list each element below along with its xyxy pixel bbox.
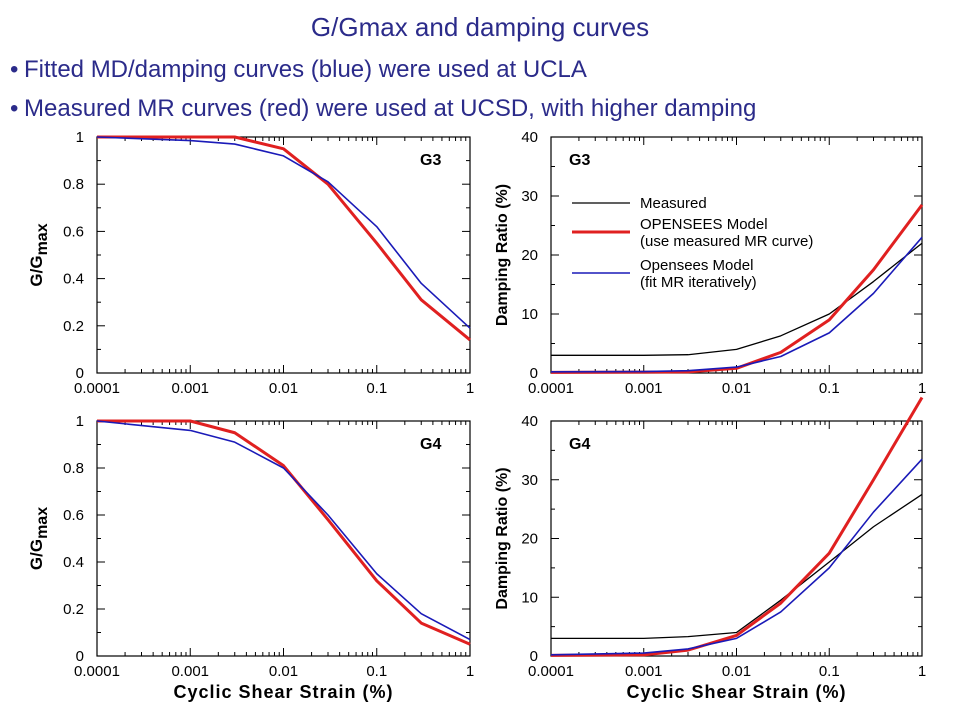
x-axis-label: Cyclic Shear Strain (%) xyxy=(626,682,846,702)
panel-label: G4 xyxy=(569,436,590,453)
x-tick-label: 0.1 xyxy=(819,380,840,397)
x-tick-label: 1 xyxy=(918,663,926,680)
x-tick-label: 0.1 xyxy=(366,663,387,680)
y-tick-label: 0 xyxy=(530,648,538,665)
series-line-blue xyxy=(96,136,471,329)
y-tick-label: 0.2 xyxy=(63,601,84,618)
series-line-black xyxy=(551,242,923,356)
y-tick-label: 30 xyxy=(521,472,538,489)
legend-label: (use measured MR curve) xyxy=(640,233,813,250)
y-axis-label: Damping Ratio (%) xyxy=(494,184,511,326)
series-line-blue xyxy=(550,458,923,656)
x-tick-label: 0.001 xyxy=(625,663,663,680)
bullet-text: Measured MR curves (red) were used at UC… xyxy=(24,95,757,122)
x-tick-label: 1 xyxy=(466,663,474,680)
y-tick-label: 0.6 xyxy=(63,507,84,524)
bullet-item: • Fitted MD/damping curves (blue) were us… xyxy=(10,56,587,84)
y-tick-label: 0.8 xyxy=(63,176,84,193)
y-axis-label: G/Gmax xyxy=(27,223,51,286)
plot-frame xyxy=(96,136,471,374)
y-tick-label: 0 xyxy=(530,365,538,382)
y-tick-label: 10 xyxy=(521,589,538,606)
plot-frame xyxy=(550,420,923,657)
y-tick-label: 1 xyxy=(76,413,84,430)
x-tick-label: 0.01 xyxy=(269,380,298,397)
panel-label: G3 xyxy=(569,152,590,169)
bullet-text: Fitted MD/damping curves (blue) were use… xyxy=(24,56,587,83)
y-tick-label: 40 xyxy=(521,413,538,430)
x-tick-label: 0.0001 xyxy=(528,380,574,397)
y-tick-label: 0 xyxy=(76,648,84,665)
plot-frame xyxy=(96,420,471,657)
y-tick-label: 20 xyxy=(521,531,538,548)
legend-label: (fit MR iteratively) xyxy=(640,274,757,291)
y-tick-label: 1 xyxy=(76,129,84,146)
y-tick-label: 0.8 xyxy=(63,460,84,477)
legend-label: Measured xyxy=(640,195,707,212)
x-tick-label: 0.001 xyxy=(171,663,209,680)
x-axis-label: Cyclic Shear Strain (%) xyxy=(173,682,393,702)
x-tick-label: 0.0001 xyxy=(74,663,120,680)
x-tick-label: 0.1 xyxy=(366,380,387,397)
y-tick-label: 0.6 xyxy=(63,223,84,240)
x-tick-label: 0.01 xyxy=(269,663,298,680)
y-tick-label: 0 xyxy=(76,365,84,382)
plot-frame xyxy=(550,136,923,374)
y-tick-label: 0.4 xyxy=(63,554,84,571)
x-tick-label: 0.0001 xyxy=(74,380,120,397)
y-tick-label: 40 xyxy=(521,129,538,146)
y-axis-label: G/Gmax xyxy=(27,507,51,570)
x-tick-label: 0.01 xyxy=(722,380,751,397)
slide-title: G/Gmax and damping curves xyxy=(310,12,650,42)
legend-label: Opensees Model xyxy=(640,257,753,274)
legend-label: OPENSEES Model xyxy=(640,216,768,233)
bullet-dot: • xyxy=(10,56,19,83)
series-line-black xyxy=(551,493,923,640)
y-tick-label: 0.4 xyxy=(63,271,84,288)
y-axis-label: Damping Ratio (%) xyxy=(494,467,511,609)
x-tick-label: 1 xyxy=(918,380,926,397)
x-tick-label: 0.1 xyxy=(819,663,840,680)
series-line-red xyxy=(97,419,471,646)
series-line-red xyxy=(550,396,924,657)
x-tick-label: 0.001 xyxy=(171,380,209,397)
y-tick-label: 20 xyxy=(521,247,538,264)
bullet-dot: • xyxy=(10,95,19,122)
panel-label: G3 xyxy=(420,152,441,169)
x-tick-label: 0.001 xyxy=(625,380,663,397)
legend: Measured OPENSEES Model(use measured MR c… xyxy=(572,195,813,291)
y-tick-label: 30 xyxy=(521,188,538,205)
x-tick-label: 0.01 xyxy=(722,663,751,680)
bullet-item: • Measured MR curves (red) were used at U… xyxy=(10,95,756,123)
panel-label: G4 xyxy=(420,436,441,453)
chart-panel: 0.0001 0.001 0.01 0.1 1 0 0.2 0.4 0.6 0.8 1 G/Gmax G… xyxy=(27,129,474,397)
chart-panel: 0.0001 0.001 0.01 0.1 1 0 0.2 0.4 0.6 0.8 1 G/Gmax C… xyxy=(27,413,474,702)
y-tick-label: 10 xyxy=(521,306,538,323)
series-line-blue xyxy=(96,420,471,641)
series-line-red xyxy=(97,135,471,342)
x-tick-label: 0.0001 xyxy=(528,663,574,680)
y-tick-label: 0.2 xyxy=(63,318,84,335)
x-tick-label: 1 xyxy=(466,380,474,397)
series-line-blue xyxy=(550,236,923,373)
